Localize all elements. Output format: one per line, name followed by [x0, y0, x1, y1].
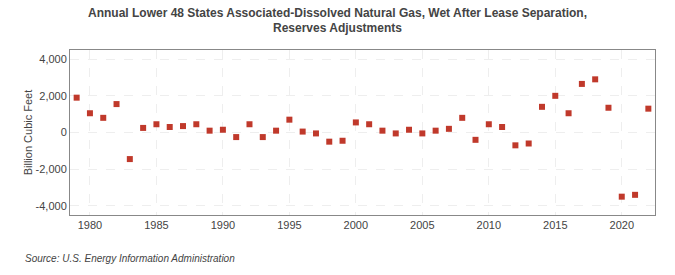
svg-text:2005: 2005: [410, 219, 434, 231]
svg-text:-2,000: -2,000: [36, 163, 67, 175]
svg-text:1980: 1980: [78, 219, 102, 231]
svg-text:1995: 1995: [277, 219, 301, 231]
svg-text:Billion Cubic Feet: Billion Cubic Feet: [22, 90, 34, 176]
svg-text:2015: 2015: [543, 219, 567, 231]
svg-text:0: 0: [61, 126, 67, 138]
svg-text:-4,000: -4,000: [36, 200, 67, 212]
svg-text:Annual Lower 48 States Associa: Annual Lower 48 States Associated-Dissol…: [88, 6, 587, 36]
svg-text:2020: 2020: [610, 219, 634, 231]
svg-text:2000: 2000: [344, 219, 368, 231]
svg-text:2,000: 2,000: [39, 90, 67, 102]
svg-text:1985: 1985: [144, 219, 168, 231]
svg-text:2010: 2010: [477, 219, 501, 231]
svg-text:4,000: 4,000: [39, 53, 67, 65]
svg-text:Source: U.S. Energy Informatio: Source: U.S. Energy Information Administ…: [25, 253, 235, 264]
svg-text:1990: 1990: [211, 219, 235, 231]
